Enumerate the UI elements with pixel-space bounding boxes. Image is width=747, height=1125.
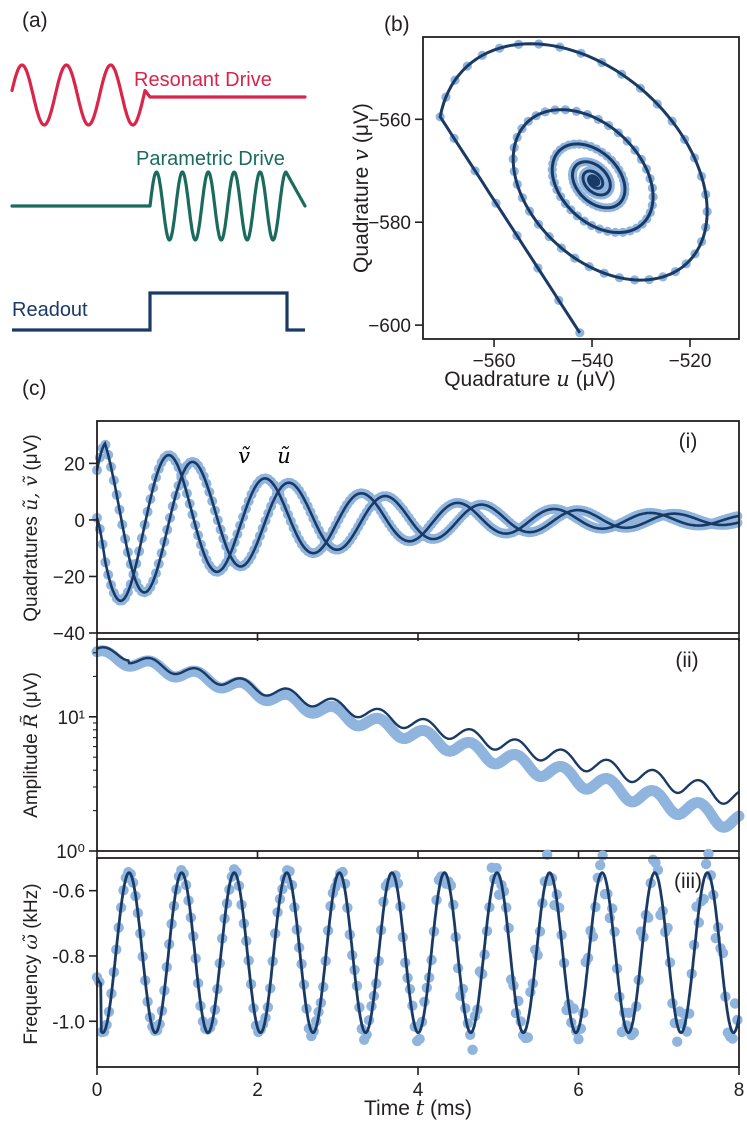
y-tick-label: 10¹ [58,708,85,729]
y-tick-label: −40 [53,624,85,645]
data-point [597,850,608,861]
y-tick-label: -0.6 [52,882,85,903]
panel-b-ylabel: Quadrature v (μV) [349,103,373,273]
panel-a: (a) Resonant Drive Parametric Drive Read… [10,9,307,332]
panel-c-ii-ylabel: Amplitude R̃ (μV) [20,672,42,818]
panel-b-xlabel: Quadrature u (μV) [444,367,616,391]
panel-b-fit-curve [438,42,709,334]
panel-b-frame [422,36,740,340]
panel-c-i: 20 0 −20 −40 (i) ṽ ũ Quadratures ũ, ṽ (μV) [20,420,743,645]
panel-c-i-fit-curves [95,440,740,603]
data-point [703,848,714,860]
y-tick-label: 0 [74,511,85,532]
x-tick-label: 0 [92,1080,103,1101]
x-tick-label: −540 [571,351,614,372]
y-tick-label: 20 [64,454,85,475]
panel-b: (b) −560 −540 −520 −560 −580 −600 Quadrature … [349,13,740,391]
panel-c-iii-ticks: 0 2 4 6 8 -0.6 -0.8 -1.0 [52,882,744,1101]
data-point [573,1034,584,1045]
time-axis-label: Time t (ms) [364,1096,472,1120]
data-point [522,1032,534,1043]
panel-c-ii-fit-curve [96,646,740,805]
fit-line [95,440,740,594]
data-point [414,1033,425,1045]
data-point [700,858,712,870]
parametric-drive-label: Parametric Drive [136,148,285,170]
panel-c-ii-ticks: 10¹ 10⁰ [56,652,740,863]
panel-c-label: (c) [22,377,47,400]
panel-c-iii-ylabel: Frequency ω̃ (kHz) [20,883,42,1044]
resonant-drive-waveform [10,63,307,127]
panel-b-label: (b) [384,13,410,36]
resonant-drive-label: Resonant Drive [134,69,272,91]
series-v-label: ṽ [238,444,250,468]
parametric-drive-waveform [10,170,307,242]
panel-a-label: (a) [22,9,48,32]
y-tick-label: -1.0 [52,1012,85,1033]
series-u-label: ũ [277,444,291,468]
y-tick-label: −20 [53,567,85,588]
panel-b-data-points [435,39,712,338]
data-point [727,1033,738,1044]
data-point [729,998,741,1009]
panel-c-iii-label: (iii) [674,870,702,893]
panel-c-ii: 10¹ 10⁰ (ii) Amplitude R̃ (μV) [20,638,745,863]
y-tick-label: −580 [368,213,411,234]
fit-line [95,453,740,603]
panel-c-i-ticks: 20 0 −20 −40 [53,454,740,645]
x-tick-label: −520 [669,351,712,372]
x-tick-label: 4 [413,1080,424,1101]
x-tick-label: 2 [252,1080,263,1101]
data-point [231,867,242,878]
y-tick-label: 10⁰ [56,842,85,863]
x-tick-label: 8 [734,1080,745,1101]
y-tick-label: −600 [368,316,411,337]
data-point [467,1044,478,1056]
y-tick-label: -0.8 [52,947,85,968]
panel-b-ticks: −560 −540 −520 −560 −580 −600 [368,110,711,372]
data-point [568,1003,579,1014]
panel-c-i-label: (i) [679,430,698,453]
data-point [623,1007,635,1018]
data-point [595,860,606,871]
readout-pulse [12,291,305,332]
panel-c-iii-data-points [91,848,743,1056]
y-tick-label: −560 [368,110,411,131]
panel-c-ii-data-band [91,645,745,833]
panel-c-ii-label: (ii) [675,649,698,672]
panel-c-iii-fit-curve [95,871,741,1035]
panel-c-iii: 0 2 4 6 8 -0.6 -0.8 -1.0 (iii) Frequency ω̃ (kH… [20,848,744,1120]
data-point [491,862,502,874]
readout-label: Readout [12,299,88,321]
data-point [672,1036,683,1047]
x-tick-label: 6 [573,1080,584,1101]
x-tick-label: −560 [473,351,516,372]
panel-c-i-ylabel: Quadratures ũ, ṽ (μV) [20,434,42,622]
